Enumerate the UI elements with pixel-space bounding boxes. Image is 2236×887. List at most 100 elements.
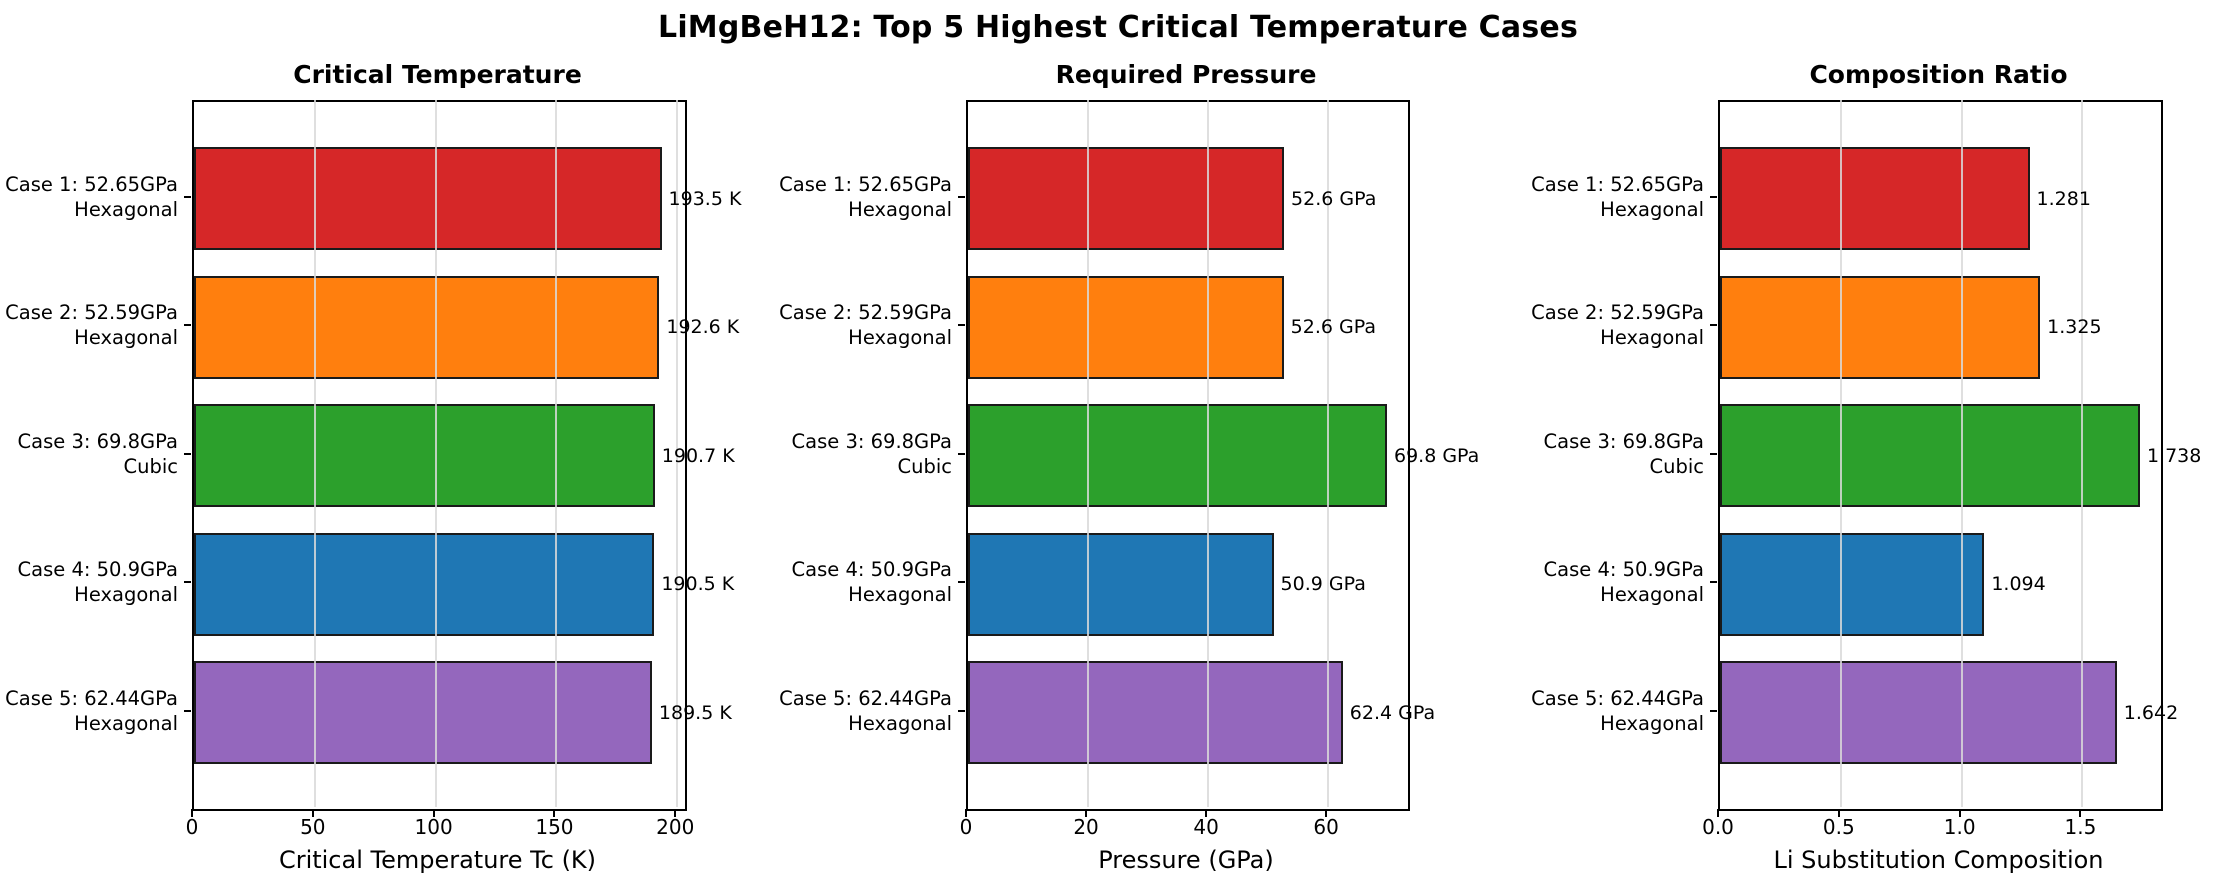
x-tick-label: 20 [1073,815,1099,839]
y-category-line: Case 5: 62.44GPa [1531,686,1704,710]
y-category-line: Hexagonal [848,326,952,349]
plot-area: 1.281 1.325 1.738 1.094 1.642 [1718,100,2201,811]
bar-case-4 [194,532,655,636]
gridline [1960,100,1963,807]
y-tick-mark [184,195,191,198]
x-axis-label: Li Substitution Composition [1773,846,2104,874]
bar-value-label: 50.9 GPa [1280,573,1366,595]
x-tick-label: 40 [1193,815,1219,839]
y-category-line: Case 5: 62.44GPa [5,686,178,710]
y-category-label: Case 4: 50.9GPa Hexagonal [1484,557,1704,607]
y-tick-mark [184,709,191,712]
y-category-line: Cubic [897,454,953,478]
bar-case-4 [968,532,1274,636]
x-tick-label: 0.0 [1702,815,1734,839]
x-tick-mark [1837,809,1840,817]
y-tick-mark [1710,581,1717,583]
y-tick-mark [1710,709,1717,712]
y-category-label: Case 3: 69.8GPa Cubic [0,429,178,479]
y-category-line: Case 3: 69.8GPa [17,429,178,453]
y-category-label: Case 3: 69.8GPa Cubic [732,429,952,479]
y-category-line: Case 5: 62.44GPa [779,686,952,710]
gridline [2081,100,2084,807]
y-category-line: Case 3: 69.8GPa [791,429,952,453]
bar-case-1 [1720,147,2030,250]
subplot-title: Required Pressure [1055,60,1317,89]
y-category-label: Case 2: 52.59GPa Hexagonal [1484,300,1704,350]
bar-case-2 [968,275,1284,379]
bar-value-label: 1.738 [2146,444,2202,467]
y-category-label: Case 4: 50.9GPa Hexagonal [732,557,952,607]
y-category-label: Case 1: 52.65GPa Hexagonal [0,172,178,222]
y-category-line: Hexagonal [1600,326,1704,349]
y-category-line: Hexagonal [848,583,952,606]
y-category-line: Cubic [123,454,179,478]
y-category-label: Case 4: 50.9GPa Hexagonal [0,557,178,607]
y-category-label: Case 2: 52.59GPa Hexagonal [0,300,178,350]
y-tick-mark [184,581,191,583]
y-tick-mark [1710,324,1717,326]
y-category-line: Hexagonal [74,583,178,606]
y-category-line: Case 4: 50.9GPa [1543,558,1704,581]
x-axis-label: Pressure (GPa) [1098,846,1274,874]
y-category-line: Case 4: 50.9GPa [17,558,178,581]
y-category-label: Case 5: 62.44GPa Hexagonal [732,686,952,736]
x-tick-mark [965,809,967,817]
bar-value-label: 52.6 GPa [1290,316,1376,338]
y-category-line: Hexagonal [74,711,178,735]
x-tick-mark [432,809,435,817]
y-tick-mark [1710,195,1717,198]
plot-area: 193.5 K 192.6 K 190.7 K 190.5 K 189.5 K [192,100,741,811]
y-tick-mark [958,581,965,583]
y-category-line: Hexagonal [848,711,952,735]
y-tick-mark [184,452,191,455]
x-tick-label: 1.0 [1943,815,1976,839]
x-tick-mark [1205,809,1208,817]
gridline [676,100,679,807]
gridline [1207,100,1210,807]
y-category-line: Hexagonal [74,197,178,221]
y-tick-mark [958,452,965,455]
x-tick-mark [2079,809,2082,817]
bar-value-label: 190.5 K [661,573,735,595]
bar-value-label: 190.7 K [661,444,735,467]
x-tick-mark [191,809,193,817]
bar-value-label: 1.325 [2047,316,2102,338]
y-category-line: Case 2: 52.59GPa [1531,301,1704,324]
bar-case-5 [194,661,652,764]
y-category-line: Case 1: 52.65GPa [5,172,178,196]
y-tick-mark [958,709,965,712]
y-category-label: Case 2: 52.59GPa Hexagonal [732,300,952,350]
bar-case-3 [968,404,1387,507]
y-category-line: Hexagonal [1600,711,1704,735]
gridline [434,100,437,807]
gridline [313,100,316,807]
bar-case-3 [1720,404,2140,507]
x-tick-label: 50 [300,815,326,839]
x-tick-label: 100 [414,815,453,839]
bar-case-3 [194,404,655,507]
bar-case-1 [194,147,662,250]
y-category-line: Hexagonal [848,197,952,221]
y-category-label: Case 5: 62.44GPa Hexagonal [0,686,178,736]
plot-area: 52.6 GPa 52.6 GPa 69.8 GPa 50.9 GPa 62.4 GPa [966,100,1479,811]
subplot-title: Composition Ratio [1809,60,2068,89]
y-category-line: Hexagonal [74,326,178,349]
bar-case-5 [968,661,1343,764]
bar-case-1 [968,147,1285,250]
x-tick-mark [674,809,677,817]
bar-value-label: 192.6 K [666,316,740,338]
y-category-line: Case 2: 52.59GPa [5,301,178,324]
y-category-line: Case 1: 52.65GPa [779,172,952,196]
y-category-label: Case 1: 52.65GPa Hexagonal [732,172,952,222]
x-tick-mark [1085,809,1088,817]
y-category-line: Hexagonal [1600,197,1704,221]
x-axis-label: Critical Temperature Tc (K) [278,846,597,874]
y-category-line: Case 1: 52.65GPa [1531,172,1704,196]
x-tick-mark [553,809,556,817]
subplot-title: Critical Temperature [293,60,582,89]
x-tick-mark [1717,809,1719,817]
x-tick-label: 0 [185,815,199,839]
x-tick-label: 1.5 [2064,815,2097,839]
